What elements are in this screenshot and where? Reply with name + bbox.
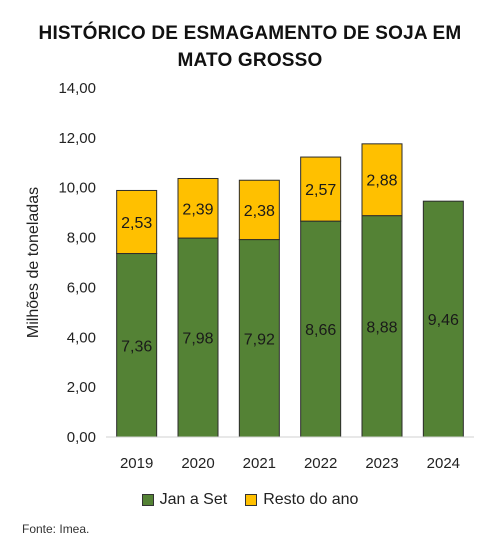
y-tick-label: 10,00 (58, 180, 96, 197)
legend-item-jan-a-set: Jan a Set (141, 491, 228, 509)
legend-item-resto-do-ano: Resto do ano (245, 491, 358, 509)
bar-value-label: 7,36 (121, 338, 152, 355)
y-tick-label: 12,00 (58, 130, 96, 147)
legend-swatch-resto-do-ano (245, 494, 258, 506)
y-tick-label: 2,00 (67, 379, 96, 396)
x-tick-label: 2022 (304, 455, 337, 472)
chart-title: HISTÓRICO DE ESMAGAMENTO DE SOJA EM MATO… (0, 20, 500, 74)
bar-value-label: 9,46 (428, 312, 459, 329)
bar-segment (422, 200, 464, 438)
bar-segment (177, 177, 219, 239)
bar-segment (116, 189, 158, 255)
legend-swatch-jan-a-set (141, 494, 154, 506)
bar-value-label: 8,88 (366, 319, 397, 336)
bar-value-label: 2,57 (305, 182, 336, 199)
bar-value-label: 2,53 (121, 215, 152, 232)
y-tick-label: 0,00 (67, 429, 96, 446)
y-tick-label: 6,00 (67, 279, 96, 296)
legend: Jan a Set Resto do ano (0, 491, 500, 509)
source-note: Fonte: Imea. (22, 522, 90, 536)
x-tick-label: 2023 (365, 455, 398, 472)
x-tick-label: 2019 (120, 455, 153, 472)
stacked-bar-chart: 0,00 2,00 4,00 6,00 8,00 10,00 12,00 14,00 Milhõ… (25, 80, 474, 472)
y-tick-label: 8,00 (67, 230, 96, 247)
bar-value-label: 2,39 (182, 201, 213, 218)
bar-value-label: 7,92 (244, 331, 275, 348)
bar-segment (361, 215, 403, 438)
bar-value-label: 8,66 (305, 322, 336, 339)
x-tick-label: 2021 (243, 455, 276, 472)
legend-label-resto-do-ano: Resto do ano (263, 491, 359, 508)
bar-segment (238, 179, 280, 241)
bar-segment (300, 156, 342, 222)
bar-value-label: 7,98 (182, 331, 213, 348)
bar-value-label: 2,38 (244, 203, 275, 220)
y-tick-label: 4,00 (67, 329, 96, 346)
x-tick-label: 2024 (427, 455, 460, 472)
bar-value-label: 2,88 (366, 173, 397, 190)
chart-title-line-2: MATO GROSSO (177, 50, 323, 71)
bar-segment (361, 143, 403, 217)
y-axis-title: Milhões de toneladas (25, 187, 42, 338)
legend-label-jan-a-set: Jan a Set (159, 491, 228, 508)
chart-title-line-1: HISTÓRICO DE ESMAGAMENTO DE SOJA EM (38, 23, 462, 44)
bar-segment (116, 253, 158, 438)
y-tick-label: 14,00 (58, 80, 96, 97)
bar-segment (177, 237, 219, 438)
x-tick-label: 2020 (181, 455, 214, 472)
